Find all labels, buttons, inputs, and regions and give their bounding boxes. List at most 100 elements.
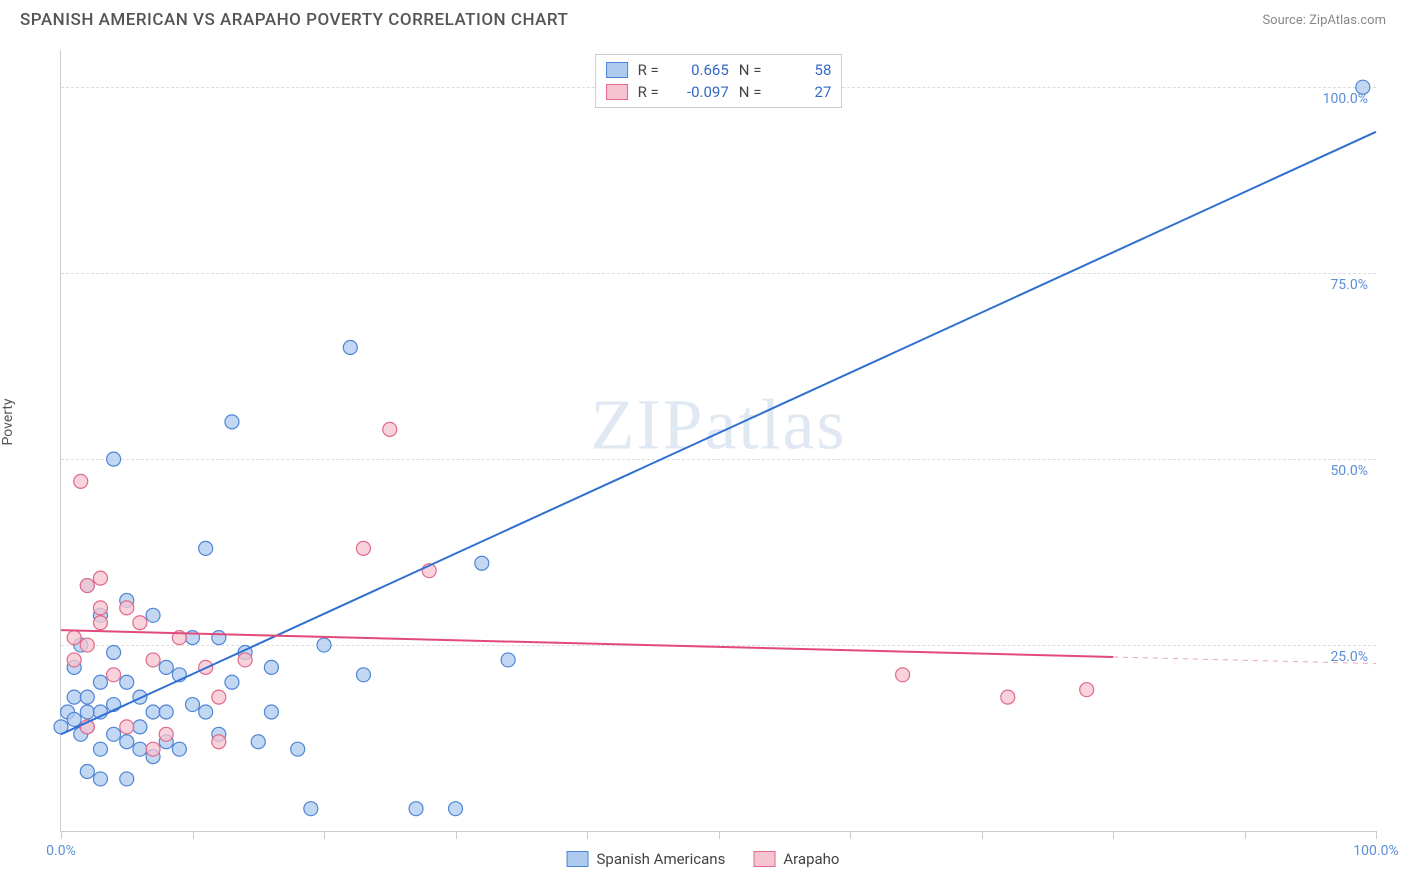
x-tick <box>850 831 851 839</box>
data-point <box>501 653 515 667</box>
data-point <box>146 742 160 756</box>
swatch-series-1 <box>606 84 628 100</box>
data-point <box>172 742 186 756</box>
data-point <box>317 638 331 652</box>
x-tick <box>61 831 62 839</box>
data-point <box>93 601 107 615</box>
n-value-0: 58 <box>771 61 831 79</box>
data-point <box>120 720 134 734</box>
legend-label-1: Arapaho <box>783 850 839 868</box>
data-point <box>475 556 489 570</box>
legend-row-series-0: R = 0.665 N = 58 <box>606 59 832 81</box>
source-label: Source: <box>1262 13 1305 28</box>
legend-item-1: Arapaho <box>753 850 839 868</box>
data-point <box>80 579 94 593</box>
data-point <box>93 571 107 585</box>
r-label: R = <box>638 61 659 79</box>
r-value-1: -0.097 <box>669 83 729 101</box>
data-point <box>264 660 278 674</box>
data-point <box>159 660 173 674</box>
data-point <box>74 474 88 488</box>
data-point <box>80 690 94 704</box>
data-point <box>186 698 200 712</box>
data-point <box>356 541 370 555</box>
swatch-series-1 <box>753 851 775 867</box>
x-tick <box>1245 831 1246 839</box>
series-legend: Spanish Americans Arapaho <box>567 850 840 868</box>
r-label: R = <box>638 83 659 101</box>
data-point <box>264 705 278 719</box>
data-point <box>199 541 213 555</box>
data-point <box>212 735 226 749</box>
correlation-legend: R = 0.665 N = 58 R = -0.097 N = 27 <box>595 54 843 108</box>
n-value-1: 27 <box>771 83 831 101</box>
svg-layer <box>61 50 1376 831</box>
x-tick <box>193 831 194 839</box>
x-tick <box>456 831 457 839</box>
data-point <box>93 742 107 756</box>
chart-container: Poverty ZIPatlas R = 0.665 N = 58 R = -0… <box>20 40 1386 882</box>
trend-line-dashed <box>1113 657 1376 664</box>
data-point <box>93 616 107 630</box>
data-point <box>251 735 265 749</box>
data-point <box>146 705 160 719</box>
y-axis-label: Poverty <box>0 398 16 445</box>
data-point <box>133 742 147 756</box>
data-point <box>93 772 107 786</box>
data-point <box>93 675 107 689</box>
legend-item-0: Spanish Americans <box>567 850 726 868</box>
data-point <box>67 690 81 704</box>
legend-label-0: Spanish Americans <box>597 850 726 868</box>
x-tick-label-left: 0.0% <box>46 843 76 859</box>
data-point <box>1080 683 1094 697</box>
trend-line <box>61 132 1376 734</box>
data-point <box>1001 690 1015 704</box>
data-point <box>80 705 94 719</box>
source-name: ZipAtlas.com <box>1309 13 1386 28</box>
x-tick <box>982 831 983 839</box>
legend-row-series-1: R = -0.097 N = 27 <box>606 81 832 103</box>
data-point <box>159 727 173 741</box>
data-point <box>120 735 134 749</box>
swatch-series-0 <box>567 851 589 867</box>
data-point <box>159 705 173 719</box>
data-point <box>383 422 397 436</box>
data-point <box>1356 80 1370 94</box>
data-point <box>291 742 305 756</box>
data-point <box>212 631 226 645</box>
x-tick <box>1113 831 1114 839</box>
x-tick <box>719 831 720 839</box>
data-point <box>107 668 121 682</box>
chart-title: SPANISH AMERICAN VS ARAPAHO POVERTY CORR… <box>20 10 568 30</box>
data-point <box>449 802 463 816</box>
data-point <box>199 705 213 719</box>
x-tick <box>587 831 588 839</box>
data-point <box>120 601 134 615</box>
data-point <box>67 631 81 645</box>
data-point <box>409 802 423 816</box>
r-value-0: 0.665 <box>669 61 729 79</box>
data-point <box>67 712 81 726</box>
plot-area: ZIPatlas R = 0.665 N = 58 R = -0.097 N =… <box>60 50 1376 832</box>
data-point <box>80 764 94 778</box>
data-point <box>343 341 357 355</box>
data-point <box>225 415 239 429</box>
data-point <box>146 608 160 622</box>
swatch-series-0 <box>606 62 628 78</box>
data-point <box>146 653 160 667</box>
data-point <box>133 720 147 734</box>
data-point <box>225 675 239 689</box>
x-tick-label-right: 100.0% <box>1353 843 1398 859</box>
data-point <box>67 653 81 667</box>
data-point <box>80 638 94 652</box>
source-citation: Source: ZipAtlas.com <box>1262 13 1386 28</box>
data-point <box>107 727 121 741</box>
data-point <box>133 616 147 630</box>
data-point <box>107 452 121 466</box>
x-tick <box>1376 831 1377 839</box>
n-label: N = <box>739 61 762 79</box>
data-point <box>107 645 121 659</box>
data-point <box>304 802 318 816</box>
data-point <box>212 690 226 704</box>
data-point <box>238 653 252 667</box>
